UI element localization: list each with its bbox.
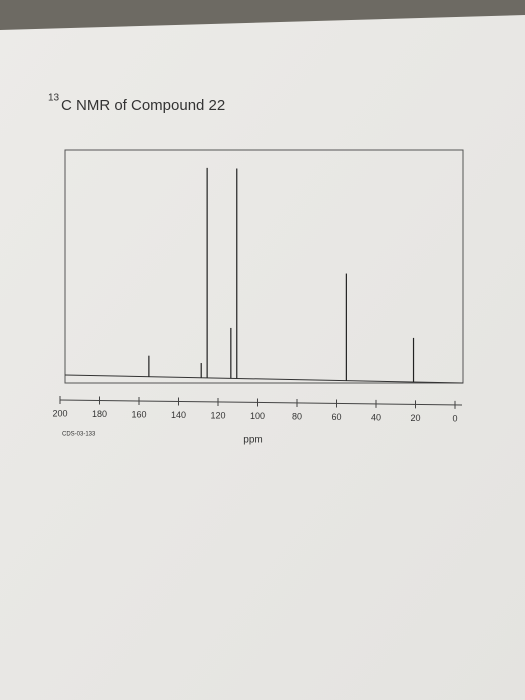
x-tick-label: 120 <box>210 410 225 420</box>
x-tick-label: 100 <box>250 411 265 421</box>
baseline <box>64 374 464 384</box>
title-superscript: 13 <box>48 93 60 104</box>
x-tick-label: 80 <box>292 411 302 421</box>
x-tick-label: 180 <box>92 409 107 419</box>
paper <box>0 15 525 700</box>
sample-id: CDS-03-133 <box>62 432 96 438</box>
chart-title: C NMR of Compound 22 <box>61 97 225 114</box>
x-tick-label: 20 <box>410 413 420 423</box>
x-tick-label: 200 <box>52 408 67 418</box>
x-tick-label: 40 <box>371 412 381 422</box>
x-tick-label: 60 <box>331 412 341 422</box>
x-tick-label: 0 <box>452 413 457 423</box>
x-tick-label: 140 <box>171 410 186 420</box>
x-axis-label: ppm <box>243 435 262 446</box>
x-tick-label: 160 <box>131 409 146 419</box>
plot-frame <box>64 149 464 384</box>
x-axis <box>59 399 463 406</box>
